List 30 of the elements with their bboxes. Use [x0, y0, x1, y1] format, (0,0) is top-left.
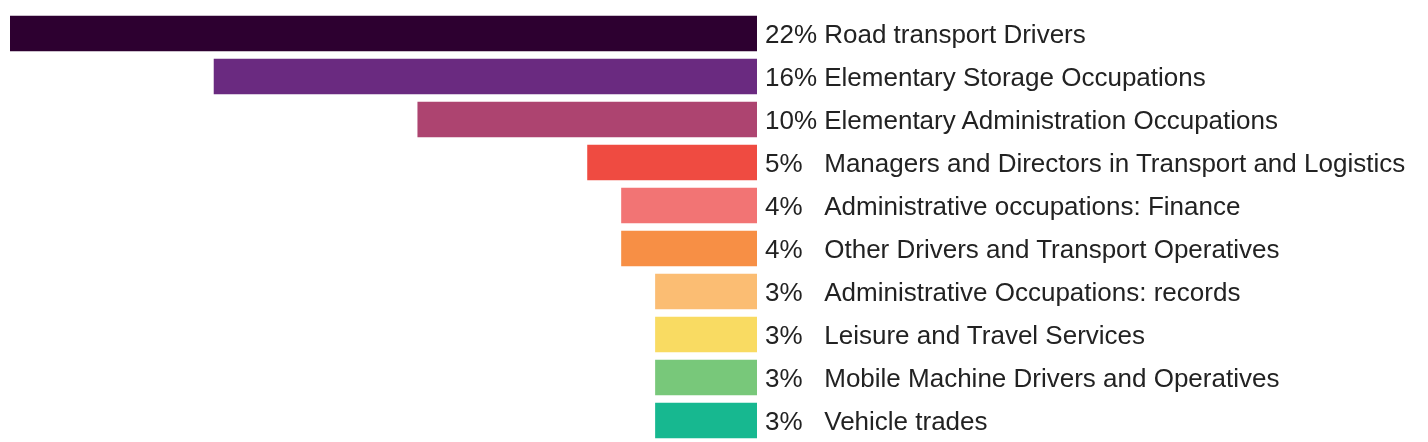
bar — [417, 101, 757, 138]
data-label: 4% — [765, 233, 803, 264]
y-tick-label: Administrative Occupations: records — [824, 276, 1241, 307]
y-tick-label: Elementary Administration Occupations — [824, 104, 1278, 135]
data-label: 22% — [765, 18, 818, 49]
bar — [655, 273, 757, 310]
bar — [655, 359, 757, 396]
data-label: 3% — [765, 276, 803, 307]
bar — [587, 144, 757, 181]
data-label: 5% — [765, 147, 803, 178]
bar — [655, 316, 757, 353]
bar — [10, 15, 757, 52]
y-tick-label: Elementary Storage Occupations — [824, 61, 1206, 92]
y-tick-label: Administrative occupations: Finance — [824, 190, 1241, 221]
y-tick-label: Road transport Drivers — [824, 18, 1086, 49]
data-label: 3% — [765, 362, 803, 393]
y-tick-label: Mobile Machine Drivers and Operatives — [824, 362, 1280, 393]
y-tick-label: Managers and Directors in Transport and Logistics — [824, 147, 1406, 178]
y-tick-label: Other Drivers and Transport Operatives — [824, 233, 1280, 264]
bar — [621, 230, 757, 267]
data-label: 16% — [765, 61, 818, 92]
y-tick-label: Vehicle trades — [824, 405, 988, 436]
y-tick-label: Leisure and Travel Services — [824, 319, 1146, 350]
bar — [655, 402, 757, 439]
data-label: 10% — [765, 104, 818, 135]
bar — [213, 58, 757, 95]
data-label: 3% — [765, 405, 803, 436]
bar — [621, 187, 757, 224]
data-label: 4% — [765, 190, 803, 221]
data-label: 3% — [765, 319, 803, 350]
